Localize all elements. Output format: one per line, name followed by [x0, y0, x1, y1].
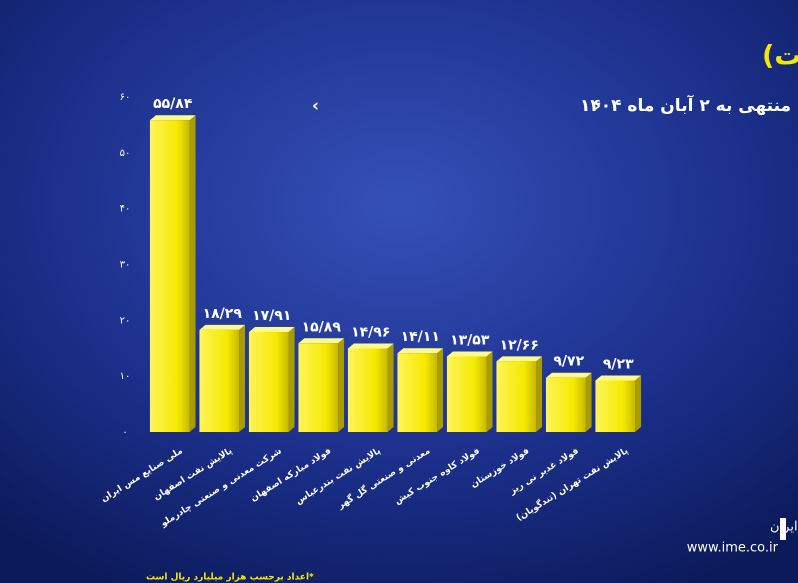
footnote: *اعداد برحسب هزار میلیارد ریال است [146, 573, 314, 583]
y-tick-label: ۱۰ [120, 371, 131, 382]
bar [496, 361, 537, 432]
bar [149, 120, 190, 432]
value-label: ۱۳/۵۳ [450, 332, 490, 348]
value-label: ۱۵/۸۹ [302, 319, 342, 335]
bar-top [595, 375, 642, 381]
bar-top [496, 356, 543, 362]
bar [347, 348, 388, 432]
bar-side [585, 372, 592, 432]
value-label: ۵۵/۸۴ [153, 96, 193, 112]
y-tick-label: ۴۰ [120, 204, 131, 215]
bar-side [387, 343, 394, 432]
bar [298, 343, 339, 432]
bar-side [288, 327, 295, 432]
chart-title: برترین های هفته در بورس کالا (براساس ارز… [762, 41, 798, 72]
value-label: ۱۸/۲۹ [203, 306, 243, 322]
value-label: ۱۷/۹۱ [252, 308, 291, 324]
bar [446, 356, 487, 432]
bar-side [338, 338, 345, 432]
bar-side [536, 356, 543, 432]
value-label: ۹/۲۳ [603, 356, 634, 372]
bar-side [239, 324, 246, 432]
value-label: ۱۲/۶۶ [500, 337, 539, 353]
bar-top [149, 115, 196, 121]
bar-top [397, 348, 444, 354]
y-tick-label: ۵۰ [120, 148, 131, 159]
bar-top [446, 351, 493, 357]
bar-top [347, 343, 394, 349]
bar-top [298, 338, 345, 344]
bar [248, 332, 289, 432]
bar-side [635, 375, 642, 432]
bar-side [189, 115, 196, 432]
chart-subtitle: هفته منتهی به ۲ آبان ماه ۱۴۰۴ [580, 94, 798, 116]
logo-url: www.ime.co.ir [687, 541, 779, 556]
y-tick-label: ۰ [122, 427, 127, 438]
bar [199, 329, 240, 432]
y-tick-label: ۲۰ [120, 315, 131, 326]
value-label: ۱۴/۱۱ [401, 329, 440, 345]
logo-mark [780, 518, 786, 540]
bar-top [545, 372, 592, 378]
bar-side [486, 351, 493, 432]
y-tick-label: ۶۰ [120, 92, 131, 103]
bar [595, 380, 636, 432]
y-tick-label: ۳۰ [120, 260, 131, 271]
bracket: ‹ [312, 96, 319, 116]
bar [397, 353, 438, 432]
bracket: › [594, 96, 601, 116]
bar-top [248, 327, 295, 333]
bar [545, 377, 586, 432]
value-label: ۹/۷۲ [553, 354, 584, 370]
bar-top [199, 324, 246, 330]
bar-side [437, 348, 444, 432]
value-label: ۱۴/۹۶ [351, 324, 390, 340]
